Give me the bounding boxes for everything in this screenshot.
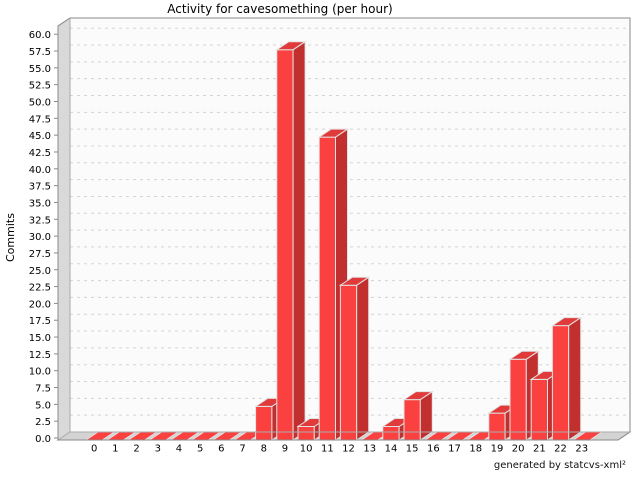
footer-credit: generated by statcvs-xml² — [493, 460, 626, 471]
y-tick-label: 15.0 — [29, 333, 51, 344]
y-tick-label: 57.5 — [29, 47, 51, 58]
x-tick-label: 17 — [448, 444, 461, 455]
chart-title: Activity for cavesomething (per hour) — [167, 2, 393, 16]
y-tick-label: 25.0 — [29, 266, 51, 277]
y-tick-label: 7.5 — [35, 384, 51, 395]
x-tick-label: 6 — [218, 444, 224, 455]
x-tick-label: 4 — [176, 444, 182, 455]
x-tick-label: 7 — [239, 444, 245, 455]
bar-side-face — [356, 276, 370, 441]
y-tick-label: 22.5 — [29, 283, 51, 294]
plot-inner-edges — [69, 18, 630, 433]
y-tick-label: 40.0 — [29, 165, 51, 176]
y-tick-label: 37.5 — [29, 182, 51, 193]
bar-side-face — [568, 316, 582, 441]
bar-side-face — [292, 40, 306, 441]
x-tick-label: 5 — [197, 444, 203, 455]
bar-hour-9 — [275, 40, 307, 441]
bar-front-face — [509, 358, 527, 441]
bar-front-face — [276, 49, 294, 441]
bar-hour-15 — [402, 390, 434, 441]
y-tick-label: 50.0 — [29, 98, 51, 109]
bar-top-face — [275, 41, 307, 51]
bar-front-face — [403, 399, 421, 441]
y-tick-label: 35.0 — [29, 198, 51, 209]
left-wall — [57, 17, 71, 441]
x-tick-label: 20 — [512, 444, 525, 455]
x-tick-label: 0 — [91, 444, 97, 455]
x-tick-label: 23 — [575, 444, 588, 455]
x-tick-label: 16 — [427, 444, 440, 455]
y-tick-label: 42.5 — [29, 148, 51, 159]
x-tick-label: 1 — [112, 444, 118, 455]
bar-hour-22 — [550, 316, 583, 441]
y-tick-label: 17.5 — [29, 316, 51, 327]
x-tick-label: 18 — [469, 444, 482, 455]
bar-front-face — [530, 378, 548, 441]
bar-front-face — [297, 426, 315, 441]
plot-back-wall — [70, 18, 630, 432]
bar-front-face — [339, 284, 358, 441]
x-tick-label: 11 — [321, 444, 334, 455]
bar-front-face — [255, 405, 273, 441]
y-tick-label: 27.5 — [29, 249, 51, 260]
bar-front-face — [488, 412, 506, 441]
bar-front-face — [318, 136, 336, 441]
y-tick-label: 5.0 — [35, 400, 51, 411]
x-tick-label: 19 — [491, 444, 504, 455]
y-tick-label: 20.0 — [29, 299, 51, 310]
bar-top-face — [550, 317, 583, 327]
y-tick-label: 12.5 — [29, 350, 51, 361]
y-tick-label: 45.0 — [29, 131, 51, 142]
bar-front-face — [382, 426, 400, 441]
x-tick-label: 2 — [133, 444, 139, 455]
y-tick-label: 2.5 — [35, 417, 51, 428]
y-tick-label: 30.0 — [29, 232, 51, 243]
bar-top-face — [402, 391, 434, 401]
plot-border — [57, 17, 631, 441]
bar-top-face — [317, 128, 350, 138]
x-tick-label: 13 — [363, 444, 376, 455]
x-tick-label: 8 — [261, 444, 267, 455]
x-tick-label: 3 — [155, 444, 161, 455]
y-tick-label: 10.0 — [29, 367, 51, 378]
x-tick-label: 21 — [533, 444, 546, 455]
y-tick-label: 52.5 — [29, 81, 51, 92]
y-tick-label: 0.0 — [35, 434, 51, 445]
x-tick-label: 10 — [300, 444, 313, 455]
y-tick-label: 55.0 — [29, 64, 51, 75]
x-tick-label: 9 — [282, 444, 288, 455]
y-tick-label: 32.5 — [29, 215, 51, 226]
y-tick-label: 60.0 — [29, 30, 51, 41]
y-tick-label: 47.5 — [29, 114, 51, 125]
bar-top-face — [338, 276, 371, 286]
x-tick-label: 22 — [554, 444, 567, 455]
bar-front-face — [551, 325, 570, 441]
bar-top-face — [508, 350, 540, 360]
x-tick-label: 12 — [342, 444, 355, 455]
x-tick-label: 14 — [385, 444, 398, 455]
x-tick-label: 15 — [406, 444, 419, 455]
bar-hour-12 — [338, 276, 371, 441]
